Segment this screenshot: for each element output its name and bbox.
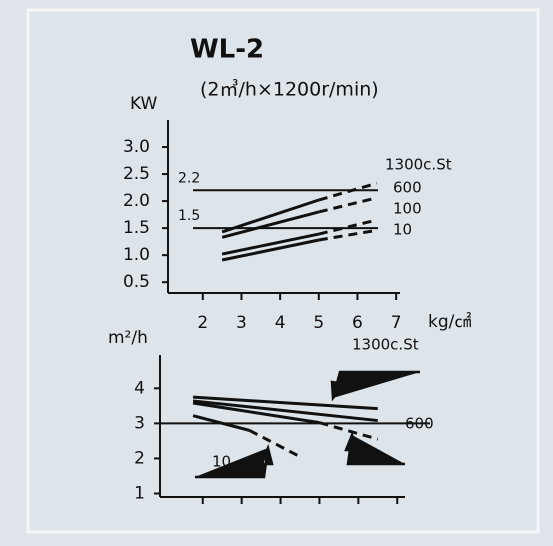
series-line (192, 399, 378, 423)
x-tick-label: 5 (313, 313, 324, 333)
x-tick-label: 7 (391, 313, 402, 333)
chart-subtitle: (2㎥/h×1200r/min) (200, 79, 379, 101)
y-tick-label: 3 (134, 413, 145, 433)
y-tick-label: 4 (134, 378, 145, 398)
y-tick-label: 0.5 (123, 272, 150, 292)
x-tick-label: 2 (197, 313, 208, 333)
y-axis-label: KW (130, 94, 158, 114)
series-dashed-line (318, 218, 378, 236)
legend-label: 1300c.St (352, 336, 419, 354)
legend-label: 1300c.St (385, 156, 452, 174)
series-line (221, 232, 320, 256)
x-axis-label: kg/㎠ (428, 312, 471, 332)
y-tick-label: 1.0 (123, 245, 150, 265)
callout-arrow (344, 431, 405, 466)
series-line (221, 210, 320, 239)
series-dashed-line (318, 228, 378, 242)
chart-title: WL-2 (190, 35, 264, 65)
y-tick-label: 3.0 (123, 137, 150, 157)
legend-label: 100 (393, 200, 422, 218)
series-line (221, 198, 320, 234)
series-dashed-line (319, 421, 379, 441)
y-axis-label: m²/h (108, 328, 148, 348)
y-tick-label: 1 (134, 483, 145, 503)
callout-arrow (195, 443, 274, 479)
series-line (221, 238, 320, 262)
y-tick-label: 2.0 (123, 191, 150, 211)
x-tick-label: 6 (352, 313, 363, 333)
series-dashed-line (318, 196, 378, 214)
y-tick-label: 1.5 (123, 218, 150, 238)
reference-label: 1.5 (178, 208, 200, 224)
x-tick-label: 4 (275, 313, 286, 333)
legend-label: 600 (393, 179, 422, 197)
legend-label: 10 (393, 221, 412, 239)
series-line (192, 414, 250, 432)
series-dashed-line (318, 181, 378, 202)
series-line (192, 401, 320, 425)
callout-arrow (330, 370, 420, 402)
series-line (192, 395, 378, 411)
legend-label: 600 (405, 415, 434, 433)
reference-label: 2.2 (178, 170, 200, 186)
y-tick-label: 2 (134, 448, 145, 468)
y-tick-label: 2.5 (123, 164, 150, 184)
panel (26, 8, 540, 534)
series-dashed-line (248, 429, 301, 459)
x-tick-label: 3 (236, 313, 247, 333)
